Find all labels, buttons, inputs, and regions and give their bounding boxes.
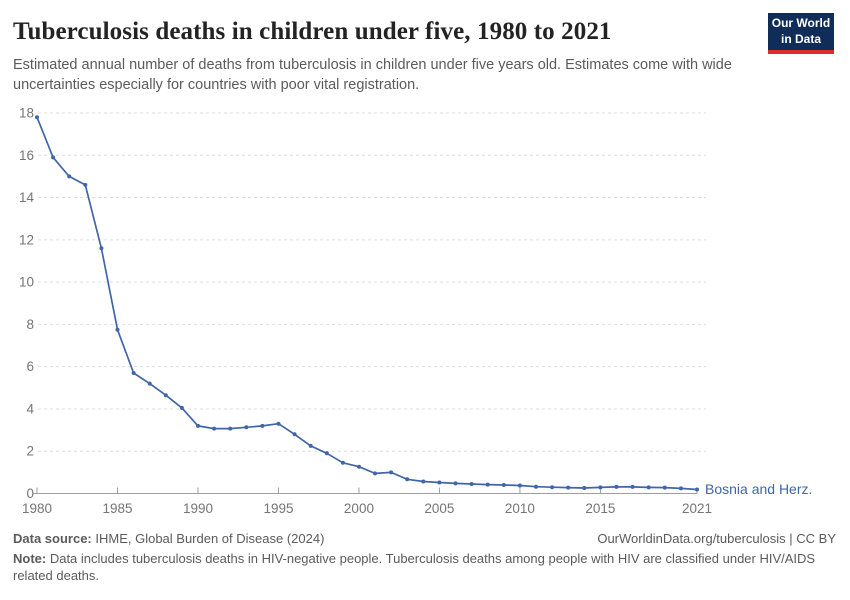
data-point[interactable]: [276, 421, 281, 426]
data-point[interactable]: [260, 423, 265, 428]
x-axis-tick-label: 2000: [344, 501, 374, 516]
data-source: Data source: IHME, Global Burden of Dise…: [13, 531, 324, 546]
data-point[interactable]: [517, 483, 522, 488]
data-point[interactable]: [598, 485, 603, 490]
data-point[interactable]: [35, 115, 39, 120]
data-point[interactable]: [308, 443, 313, 448]
data-point[interactable]: [373, 471, 377, 476]
data-point[interactable]: [163, 393, 168, 398]
data-point[interactable]: [340, 460, 345, 465]
data-source-text: IHME, Global Burden of Disease (2024): [91, 531, 325, 546]
entity-label[interactable]: Bosnia and Herz.: [705, 481, 812, 497]
data-point[interactable]: [678, 486, 683, 491]
x-axis-tick-label: 1995: [263, 501, 293, 516]
data-line[interactable]: [36, 116, 698, 491]
x-axis-tick-label: 1990: [183, 501, 213, 516]
data-point[interactable]: [51, 155, 56, 160]
chart-footer: Data source: IHME, Global Burden of Dise…: [13, 531, 836, 584]
data-point[interactable]: [550, 485, 555, 490]
data-point[interactable]: [630, 484, 635, 489]
data-point[interactable]: [662, 485, 667, 490]
chart-title: Tuberculosis deaths in children under fi…: [13, 18, 612, 45]
data-point[interactable]: [566, 485, 571, 490]
data-point[interactable]: [582, 486, 587, 490]
data-point[interactable]: [244, 425, 249, 430]
y-axis-tick-label: 16: [19, 148, 34, 163]
y-axis-tick-label: 10: [19, 275, 34, 290]
data-point[interactable]: [131, 371, 136, 375]
data-point[interactable]: [228, 426, 233, 431]
data-point[interactable]: [99, 246, 104, 251]
data-point[interactable]: [534, 484, 538, 489]
data-point[interactable]: [421, 479, 426, 484]
y-axis-tick-label: 14: [19, 190, 35, 205]
y-axis-tick-label: 0: [26, 486, 34, 501]
data-point[interactable]: [324, 451, 329, 456]
data-point[interactable]: [179, 405, 184, 410]
chart-subtitle: Estimated annual number of deaths from t…: [13, 57, 732, 94]
data-point[interactable]: [212, 426, 217, 431]
data-point[interactable]: [485, 482, 490, 487]
owid-logo-line2: in Data: [780, 31, 821, 46]
data-point[interactable]: [389, 470, 394, 475]
data-source-label: Data source:: [13, 531, 92, 546]
x-axis-tick-label: 2015: [585, 501, 615, 516]
owid-logo[interactable]: Our World in Data: [768, 13, 834, 54]
x-axis-tick-label: 2010: [505, 501, 535, 516]
data-point[interactable]: [196, 423, 200, 428]
chart-note: Note: Data includes tuberculosis deaths …: [13, 550, 835, 584]
x-axis-tick-label: 2005: [424, 501, 454, 516]
y-axis-tick-label: 6: [26, 359, 34, 374]
x-axis-tick-label: 1985: [102, 501, 132, 516]
chart-header: Tuberculosis deaths in children under fi…: [0, 0, 850, 96]
owid-logo-line1: Our World: [771, 15, 831, 30]
note-label: Note:: [13, 551, 47, 566]
data-point[interactable]: [469, 482, 474, 486]
y-axis-tick-label: 18: [19, 106, 34, 121]
data-point[interactable]: [501, 483, 506, 487]
data-point[interactable]: [614, 484, 619, 489]
x-axis-tick-label: 1980: [22, 501, 52, 516]
data-point[interactable]: [695, 487, 699, 492]
data-point[interactable]: [437, 480, 442, 485]
data-point[interactable]: [67, 174, 72, 179]
data-point[interactable]: [83, 182, 88, 187]
note-text: Data includes tuberculosis deaths in HIV…: [13, 551, 816, 583]
data-point[interactable]: [453, 481, 458, 486]
y-axis-tick-label: 4: [26, 401, 34, 416]
attribution-link[interactable]: OurWorldinData.org/tuberculosis | CC BY: [597, 531, 836, 546]
data-point[interactable]: [405, 477, 410, 482]
data-point[interactable]: [646, 485, 651, 490]
y-axis-tick-label: 8: [26, 317, 34, 332]
y-axis-tick-label: 12: [19, 232, 34, 247]
data-point[interactable]: [115, 327, 120, 332]
data-point[interactable]: [147, 381, 152, 386]
y-axis-tick-label: 2: [26, 444, 34, 459]
data-point[interactable]: [292, 432, 297, 437]
x-axis-tick-label: 2021: [682, 501, 712, 516]
data-point[interactable]: [357, 464, 361, 469]
